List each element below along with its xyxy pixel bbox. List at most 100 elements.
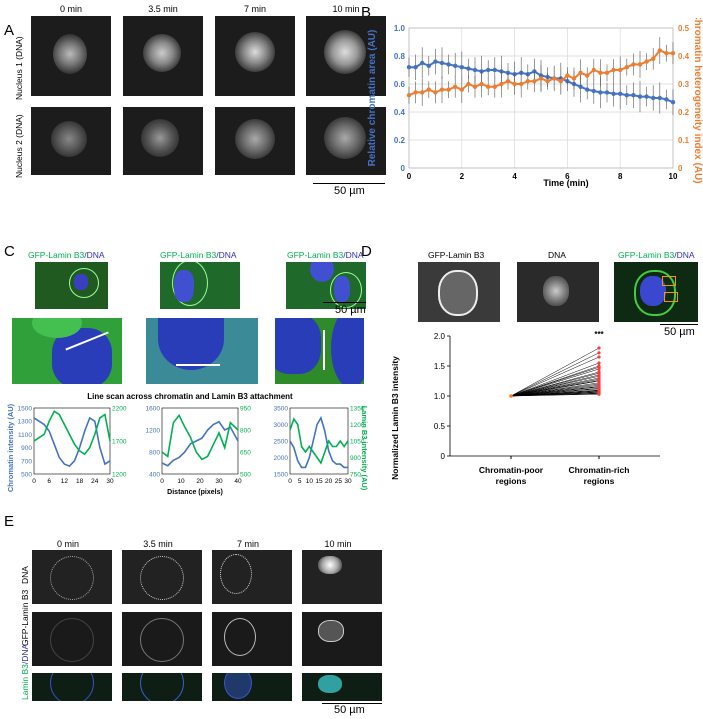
d-stars: *** — [594, 330, 604, 339]
b-point-1 — [591, 67, 596, 73]
d-pair-line — [510, 372, 600, 397]
a-image-r1-0 — [31, 16, 111, 96]
b-xtick-label: 10 — [669, 172, 678, 181]
c-scale-bar — [323, 302, 366, 303]
d-cat1b: regions — [496, 476, 527, 486]
panel-letter-b: B — [361, 4, 372, 21]
d-point-left — [509, 394, 513, 398]
b-ytick-label: 0 — [401, 164, 406, 173]
c-ytick-label: 1500 — [18, 406, 33, 413]
b-point-1 — [585, 73, 590, 78]
b-point-1 — [459, 87, 464, 92]
b-point-0 — [624, 93, 629, 98]
b-point-1 — [565, 73, 570, 78]
c-xtick-label: 20 — [325, 478, 333, 485]
c-zoom-1 — [12, 318, 122, 384]
b-point-1 — [624, 65, 629, 70]
b-xtick-label: 2 — [460, 172, 465, 181]
c-y2tick-label: 900 — [350, 455, 361, 462]
b-point-1 — [433, 90, 438, 95]
b-point-0 — [406, 65, 412, 70]
e-time-0: 0 min — [56, 539, 79, 549]
b-point-0 — [611, 91, 616, 97]
b-point-1 — [439, 87, 445, 92]
c-ytick-label: 400 — [149, 472, 160, 479]
b-point-1 — [651, 56, 656, 61]
d-pair-line — [510, 362, 600, 397]
c-chromatin-line — [289, 415, 348, 469]
b-point-1 — [426, 87, 431, 92]
b-point-1 — [578, 70, 583, 75]
c-y2label: Lamin B3 intensity (AU) — [360, 406, 369, 491]
e-row-label-merge: Lamin B3/DNA — [20, 643, 30, 700]
c-xtick-label: 24 — [91, 478, 99, 485]
c-xtick-label: 30 — [215, 478, 223, 485]
c-y2tick-label: 1050 — [350, 439, 365, 446]
d-point-right — [597, 355, 601, 359]
d-cat1: Chromatin-poor — [479, 465, 544, 475]
b-point-1 — [532, 79, 537, 84]
b-y2tick-label: 0.4 — [678, 52, 690, 61]
c-label-2: GFP-Lamin B3/DNA — [160, 250, 237, 260]
c-ytick-label: 900 — [21, 445, 32, 452]
e-merge-0 — [32, 673, 112, 701]
b-point-1 — [558, 79, 563, 84]
b-ytick-label: 0.6 — [394, 80, 406, 89]
e-merge-2 — [212, 673, 292, 701]
c-xtick-label: 18 — [76, 478, 84, 485]
d-label-merge: GFP-Lamin B3/DNA — [618, 250, 695, 260]
c-lamin-line — [33, 410, 111, 456]
d-ytick-label: 1.5 — [434, 362, 446, 371]
b-point-1 — [499, 81, 504, 87]
e-dna-1 — [122, 550, 202, 604]
c-ytick-label: 500 — [21, 472, 32, 479]
c-xlabel: Distance (pixels) — [167, 489, 223, 496]
b-ytick-label: 0.4 — [394, 108, 406, 117]
panel-letter-d: D — [361, 243, 372, 260]
d-pair-line — [510, 352, 600, 397]
c-xtick-label: 10 — [306, 478, 314, 485]
c-image-2 — [160, 262, 240, 309]
e-dna-3 — [302, 550, 382, 604]
b-point-1 — [637, 62, 643, 67]
c-y2tick-label: 950 — [240, 406, 251, 413]
b-point-0 — [578, 84, 583, 90]
b-point-0 — [413, 65, 418, 70]
d-ytick-label: 0.5 — [434, 422, 446, 431]
c-y2tick-label: 2200 — [112, 406, 127, 413]
d-point-right — [597, 361, 601, 365]
c-chromatin-line — [33, 416, 111, 468]
a-scale-label: 50 µm — [334, 185, 365, 197]
b-y2tick-label: 0.1 — [678, 136, 690, 145]
b-point-0 — [604, 90, 610, 95]
d-point-right — [597, 351, 601, 355]
c-xtick-label: 12 — [61, 478, 69, 485]
b-point-0 — [657, 95, 662, 101]
b-y2tick-label: 0.3 — [678, 80, 690, 89]
b-point-1 — [446, 87, 451, 92]
b-point-0 — [492, 67, 497, 73]
b-point-1 — [545, 79, 550, 84]
d-image-lamin — [418, 262, 500, 322]
c-y2tick-label: 500 — [240, 472, 251, 479]
b-point-1 — [664, 51, 669, 56]
e-lamin-0 — [32, 612, 112, 666]
b-point-1 — [552, 76, 557, 81]
b-point-0 — [598, 90, 603, 95]
d-pair-line — [510, 366, 600, 397]
b-point-1 — [406, 93, 412, 98]
e-time-3: 10 min — [324, 539, 352, 549]
c-linescan-title: Line scan across chromatin and Lamin B3 … — [87, 392, 293, 401]
b-point-0 — [426, 63, 431, 68]
c-ytick-label: 3500 — [274, 406, 289, 413]
c-ytick-label: 1500 — [274, 472, 289, 479]
a-image-r2-1 — [123, 107, 203, 175]
e-merge-3 — [302, 673, 382, 701]
d-image-dna — [517, 262, 599, 322]
b-point-0 — [618, 91, 623, 97]
c-xtick-label: 0 — [288, 478, 292, 485]
d-ytick-label: 0 — [441, 452, 446, 461]
a-image-r2-3 — [306, 107, 386, 175]
